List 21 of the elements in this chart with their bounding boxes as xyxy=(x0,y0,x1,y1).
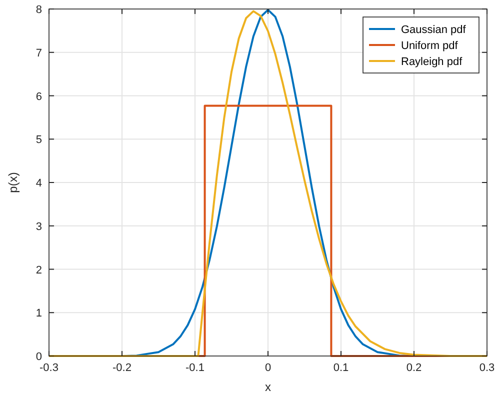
y-tick-label: 3 xyxy=(36,220,42,233)
x-tick-label: 0.3 xyxy=(479,362,495,374)
legend-label: Rayleigh pdf xyxy=(401,56,464,68)
x-tick-label: -0.3 xyxy=(40,362,58,374)
x-tick-label: 0.2 xyxy=(406,362,422,374)
y-tick-label: 4 xyxy=(36,178,42,190)
y-tick-label: 6 xyxy=(36,90,42,103)
x-axis-title: x xyxy=(265,380,271,394)
y-tick-label: 0 xyxy=(36,351,42,363)
y-tick-label: 7 xyxy=(36,47,42,60)
x-tick-label: 0.1 xyxy=(333,362,349,374)
legend-label: Gaussian pdf xyxy=(401,24,467,36)
y-tick-label: 8 xyxy=(36,4,42,16)
legend-label: Uniform pdf xyxy=(401,40,459,52)
y-tick-label: 2 xyxy=(36,264,42,276)
x-tick-label: -0.2 xyxy=(112,362,132,374)
x-tick-label: -0.1 xyxy=(186,362,204,374)
y-axis-title: p(x) xyxy=(6,172,20,193)
y-tick-label: 5 xyxy=(36,134,42,146)
x-tick-label: 0 xyxy=(264,362,272,374)
y-tick-label: 1 xyxy=(36,308,42,320)
